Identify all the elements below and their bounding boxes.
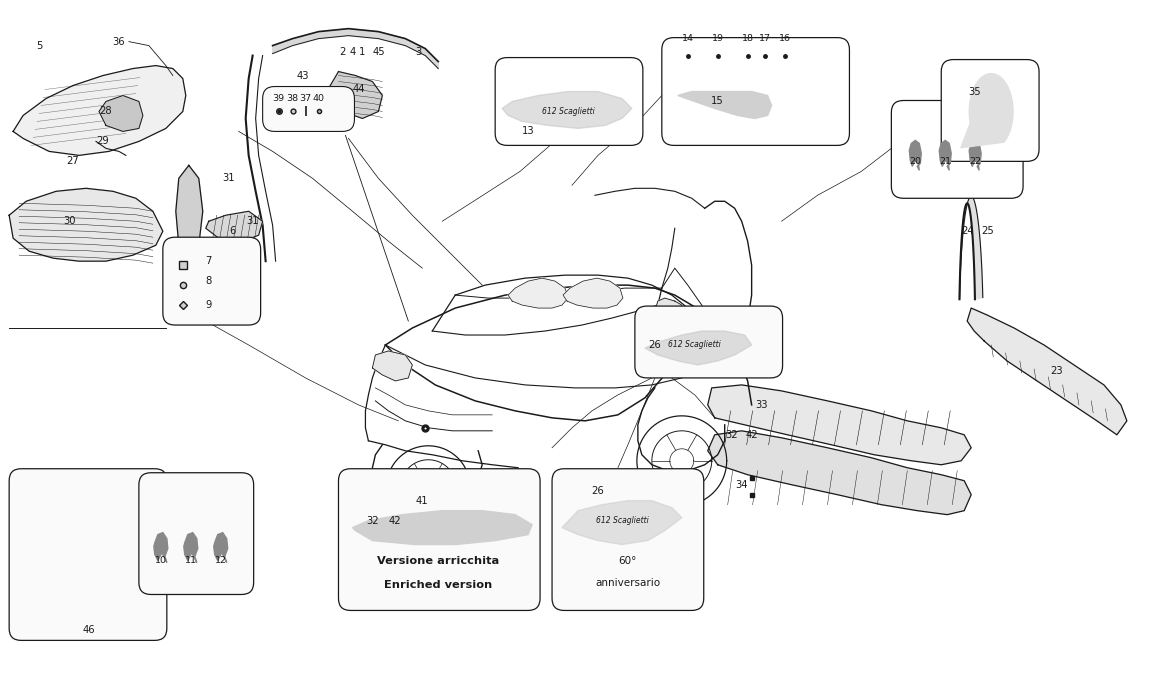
Text: 42: 42	[745, 430, 758, 440]
Text: 10: 10	[155, 556, 167, 565]
Text: 7: 7	[206, 256, 212, 266]
FancyBboxPatch shape	[139, 473, 254, 594]
Text: 29: 29	[97, 137, 109, 146]
Text: 35: 35	[968, 87, 981, 96]
Text: 19: 19	[712, 34, 723, 43]
Text: 44: 44	[352, 83, 365, 94]
Polygon shape	[9, 189, 163, 261]
Text: 14: 14	[682, 34, 693, 43]
Text: 26: 26	[649, 340, 661, 350]
Polygon shape	[969, 141, 981, 170]
Text: 24: 24	[961, 226, 974, 236]
Text: 31: 31	[246, 217, 259, 226]
Text: 39: 39	[273, 94, 285, 103]
Text: 1: 1	[359, 46, 366, 57]
Polygon shape	[99, 96, 143, 131]
Text: Enriched version: Enriched version	[384, 579, 492, 589]
Polygon shape	[214, 533, 228, 563]
Text: 40: 40	[313, 94, 324, 103]
Polygon shape	[373, 351, 413, 381]
Text: 42: 42	[389, 516, 401, 526]
Polygon shape	[184, 533, 198, 563]
Text: 18: 18	[742, 34, 753, 43]
Text: 33: 33	[756, 400, 768, 410]
Text: 25: 25	[981, 226, 994, 236]
Polygon shape	[176, 165, 202, 261]
FancyBboxPatch shape	[496, 57, 643, 145]
Polygon shape	[910, 141, 921, 170]
Polygon shape	[967, 308, 1127, 435]
Polygon shape	[654, 298, 684, 331]
Polygon shape	[564, 278, 623, 308]
Polygon shape	[352, 511, 532, 544]
Polygon shape	[206, 211, 262, 241]
Text: 32: 32	[366, 516, 378, 526]
Text: 17: 17	[759, 34, 770, 43]
Polygon shape	[562, 501, 682, 544]
Text: 9: 9	[206, 300, 212, 310]
Polygon shape	[273, 29, 438, 68]
Polygon shape	[960, 74, 1013, 148]
Text: 37: 37	[299, 94, 312, 103]
Polygon shape	[503, 92, 631, 128]
Polygon shape	[154, 533, 168, 563]
Text: 15: 15	[712, 96, 724, 107]
Text: 612 Scaglietti: 612 Scaglietti	[596, 516, 649, 525]
Text: 30: 30	[63, 217, 75, 226]
FancyBboxPatch shape	[262, 87, 354, 131]
Text: 43: 43	[297, 70, 309, 81]
Text: 4: 4	[350, 46, 355, 57]
Text: 26: 26	[591, 486, 605, 496]
Text: 22: 22	[969, 157, 981, 166]
Text: 21: 21	[940, 157, 951, 166]
Text: 612 Scaglietti: 612 Scaglietti	[542, 107, 595, 116]
Polygon shape	[329, 72, 383, 118]
Text: 27: 27	[67, 156, 79, 167]
Polygon shape	[13, 66, 186, 155]
Polygon shape	[707, 385, 972, 464]
Text: 6: 6	[230, 226, 236, 236]
FancyBboxPatch shape	[552, 469, 704, 611]
Text: 60°: 60°	[619, 555, 637, 566]
Text: 31: 31	[222, 173, 235, 183]
FancyBboxPatch shape	[891, 100, 1024, 198]
Polygon shape	[940, 141, 951, 170]
Text: 5: 5	[36, 40, 43, 51]
Text: Versione arricchita: Versione arricchita	[377, 555, 499, 566]
Polygon shape	[707, 431, 972, 515]
Text: 12: 12	[215, 556, 227, 565]
Text: 3: 3	[415, 46, 421, 57]
Text: 8: 8	[206, 276, 212, 286]
Polygon shape	[645, 331, 752, 365]
Text: 38: 38	[286, 94, 299, 103]
Text: 11: 11	[185, 556, 197, 565]
Text: anniversario: anniversario	[596, 578, 660, 587]
Text: 612 Scaglietti: 612 Scaglietti	[668, 341, 721, 350]
FancyBboxPatch shape	[661, 38, 850, 145]
FancyBboxPatch shape	[9, 469, 167, 641]
Text: 13: 13	[522, 126, 535, 137]
Text: 36: 36	[113, 37, 125, 46]
FancyBboxPatch shape	[163, 237, 261, 325]
Text: 32: 32	[726, 430, 738, 440]
Text: 20: 20	[910, 157, 921, 166]
Text: 46: 46	[83, 626, 95, 635]
Text: 23: 23	[1051, 366, 1064, 376]
Text: 16: 16	[779, 34, 790, 43]
Text: 34: 34	[735, 479, 748, 490]
Text: 2: 2	[339, 46, 346, 57]
Polygon shape	[508, 278, 568, 308]
FancyBboxPatch shape	[338, 469, 540, 611]
Polygon shape	[959, 196, 983, 299]
Text: 28: 28	[100, 107, 113, 117]
Polygon shape	[677, 92, 772, 118]
FancyBboxPatch shape	[941, 59, 1040, 161]
FancyBboxPatch shape	[635, 306, 783, 378]
Text: 45: 45	[373, 46, 385, 57]
Text: 41: 41	[416, 496, 429, 505]
